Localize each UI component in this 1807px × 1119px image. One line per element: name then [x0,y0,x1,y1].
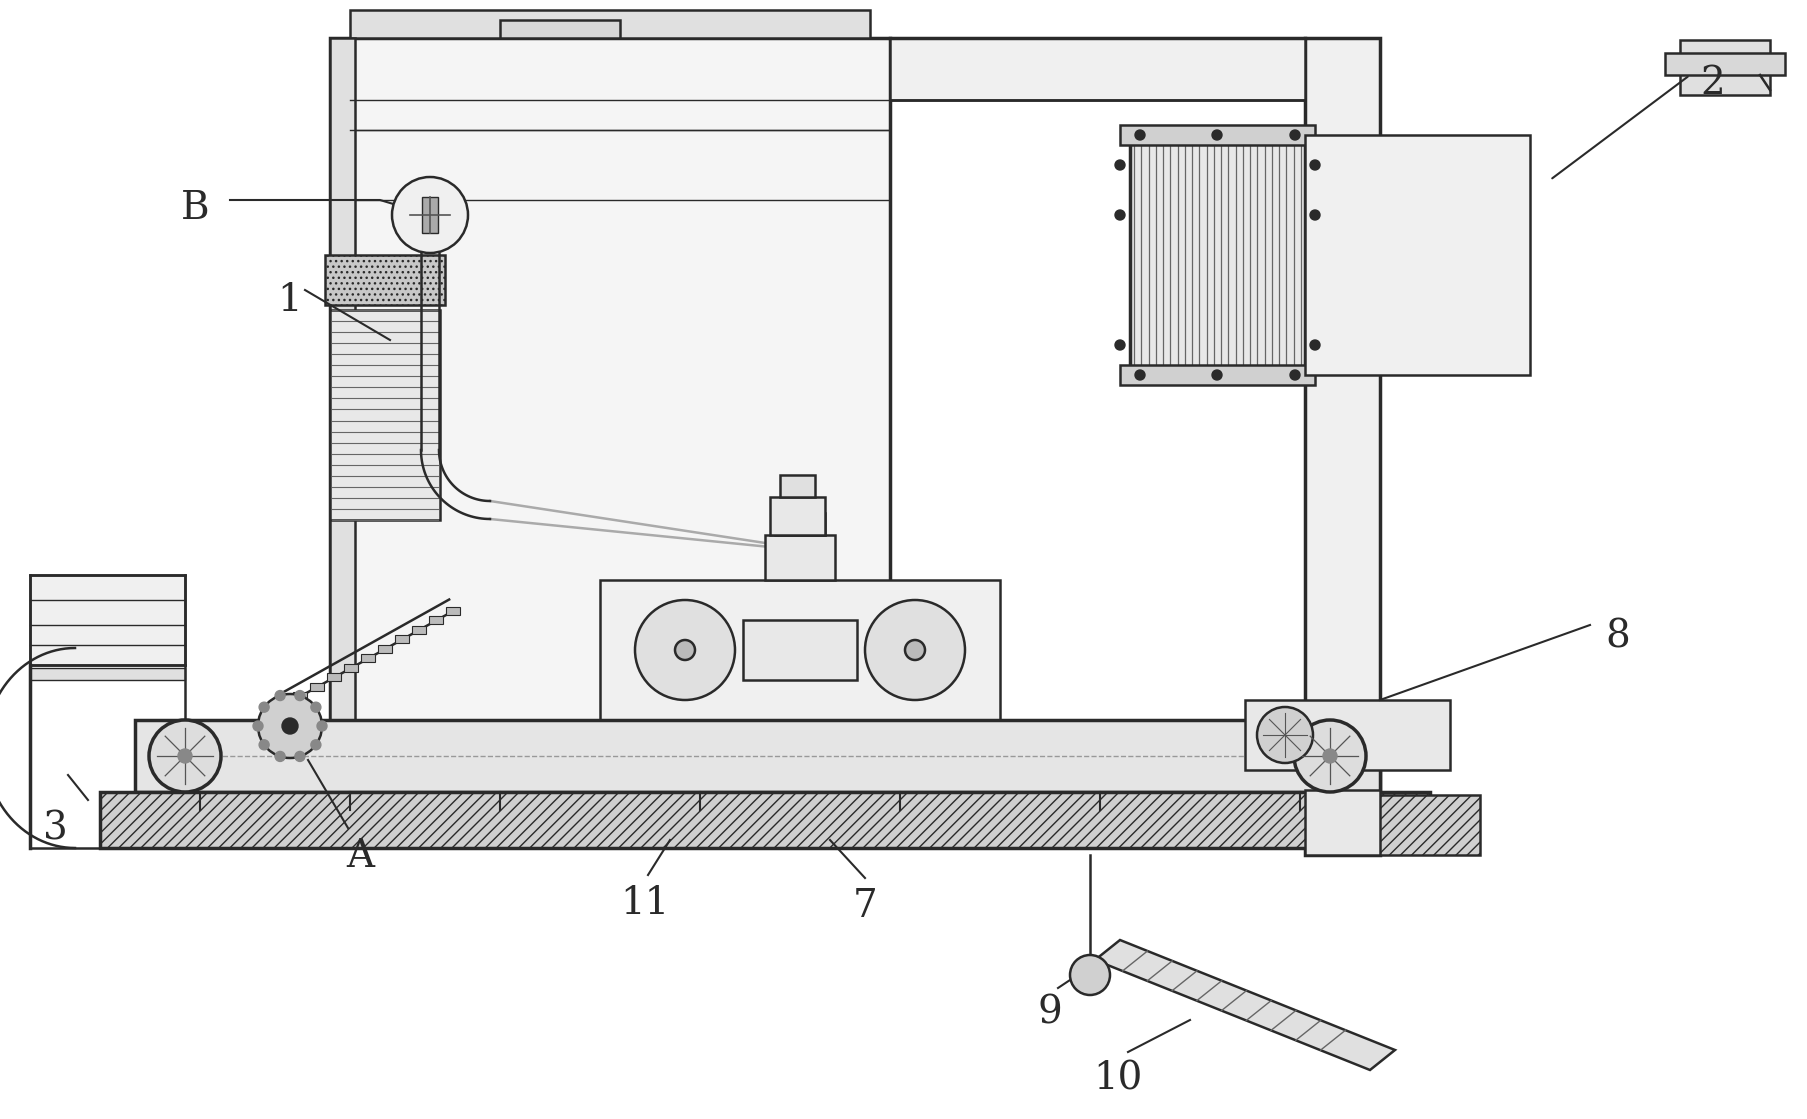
Circle shape [1256,707,1312,763]
Bar [99,792,1429,848]
Circle shape [1323,749,1335,763]
Circle shape [275,690,286,700]
Bar [412,626,426,633]
Bar [331,38,354,760]
Circle shape [905,640,925,660]
Circle shape [1115,210,1124,220]
Bar [1305,38,1379,855]
Text: 2: 2 [1699,65,1724,102]
Circle shape [634,600,735,700]
Bar [325,255,445,305]
Bar [770,497,824,535]
Circle shape [1211,130,1222,140]
Bar [351,10,869,38]
Bar [361,655,376,662]
Bar [1119,365,1314,385]
Bar [1305,135,1529,375]
Bar [779,474,815,497]
Bar [1679,40,1769,95]
Bar [421,197,437,233]
Text: 1: 1 [278,282,302,319]
Bar [345,664,358,671]
Circle shape [1310,160,1319,170]
Circle shape [282,718,298,734]
Bar [1664,53,1784,75]
Bar [327,674,342,681]
Bar [378,645,392,652]
Polygon shape [1095,940,1395,1070]
Text: 10: 10 [1093,1060,1142,1097]
Bar [396,636,408,643]
Bar [1305,790,1379,855]
Circle shape [392,177,468,253]
Circle shape [311,703,320,712]
Bar [446,606,461,614]
Circle shape [148,720,220,792]
Circle shape [1135,130,1144,140]
Text: B: B [181,190,210,227]
Circle shape [1115,160,1124,170]
Bar [764,535,835,580]
Bar [430,617,443,624]
Bar [1129,135,1305,375]
Circle shape [316,721,327,731]
Text: A: A [345,838,374,875]
Bar [311,683,323,690]
Bar [501,20,620,38]
Text: 3: 3 [43,810,67,847]
Circle shape [253,721,262,731]
Circle shape [295,752,305,761]
Circle shape [1288,370,1299,380]
Bar [136,720,1379,792]
Text: 11: 11 [620,885,669,922]
Circle shape [177,749,192,763]
Circle shape [1294,720,1366,792]
Text: 7: 7 [853,888,876,925]
Bar [293,693,307,700]
Circle shape [1288,130,1299,140]
Bar [1119,125,1314,145]
Circle shape [1115,340,1124,350]
Bar [331,310,439,520]
Circle shape [275,752,286,761]
Circle shape [258,694,322,758]
Bar [1245,700,1449,770]
Circle shape [1135,370,1144,380]
Circle shape [258,703,269,712]
Circle shape [674,640,694,660]
Bar [31,575,184,665]
Bar [600,580,999,720]
Circle shape [864,600,965,700]
Circle shape [1310,210,1319,220]
Bar [331,38,889,760]
Circle shape [1211,370,1222,380]
Circle shape [311,740,320,750]
Circle shape [258,740,269,750]
Bar [775,513,824,535]
Bar [31,668,184,680]
Text: 8: 8 [1605,618,1628,655]
Circle shape [1070,955,1109,995]
Bar [743,620,857,680]
Text: 9: 9 [1037,995,1063,1032]
Circle shape [1310,340,1319,350]
Bar [1359,794,1480,855]
Circle shape [295,690,305,700]
Bar [889,38,1305,100]
